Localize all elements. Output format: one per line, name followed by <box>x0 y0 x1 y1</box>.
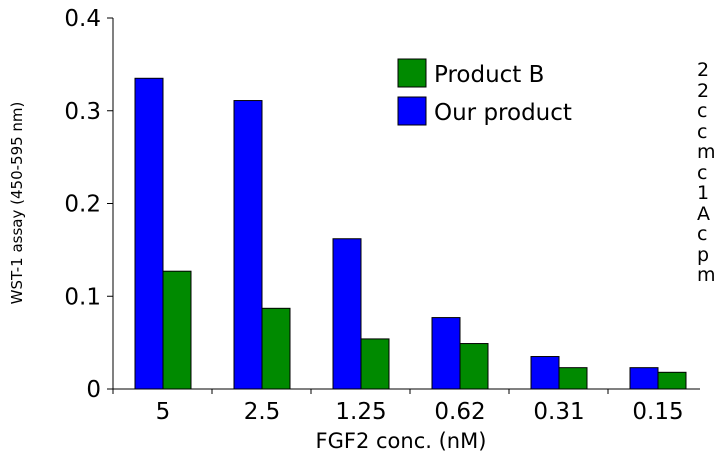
x-tick-label: 0.15 <box>632 399 683 425</box>
side-text-line: A <box>697 202 710 225</box>
side-text-line: 1 <box>697 182 710 204</box>
x-axis-ticks: 5 2.5 1.25 0.62 0.31 0.15 <box>112 389 684 425</box>
side-text-line: m <box>697 141 716 163</box>
y-axis-ticks: 0 0.1 0.2 0.3 0.4 <box>64 6 113 403</box>
bar-our-product-5 <box>134 77 164 390</box>
x-tick-label: 0.62 <box>434 399 485 425</box>
bar-product-b-2.5 <box>261 307 291 390</box>
legend-label-product-b: Product B <box>434 62 544 88</box>
x-tick-label: 0.31 <box>533 399 584 425</box>
side-text-line: 2 <box>697 60 710 81</box>
x-tick-label: 1.25 <box>335 399 386 425</box>
side-text-line: c <box>697 100 708 122</box>
bar-our-product-2.5 <box>233 100 263 390</box>
bar-our-product-0.15 <box>629 367 659 390</box>
side-text-line: c <box>697 223 708 245</box>
y-tick-label: 0.3 <box>64 99 101 125</box>
bar-our-product-1.25 <box>332 238 362 390</box>
x-tick-label: 2.5 <box>244 399 281 425</box>
legend-label-our-product: Our product <box>434 100 572 126</box>
side-text-line: p <box>697 243 710 266</box>
bar-our-product-0.31 <box>530 356 560 390</box>
y-tick-label: 0.2 <box>64 192 101 218</box>
x-axis-label: FGF2 conc. (nM) <box>316 429 487 453</box>
side-text-line: c <box>697 120 708 143</box>
side-text-line: c <box>697 161 708 184</box>
x-tick-label: 5 <box>156 399 171 425</box>
y-tick-label: 0.4 <box>64 6 101 32</box>
side-text-line: 2 <box>697 79 710 102</box>
y-tick-label: 0.1 <box>64 284 101 310</box>
bar-product-b-0.62 <box>459 343 489 390</box>
bar-our-product-0.62 <box>431 317 461 390</box>
bars-layer <box>134 77 687 390</box>
y-axis-label: WST-1 assay (450-595 nm) <box>8 102 26 305</box>
y-tick-label: 0 <box>86 377 101 403</box>
side-text-line: m <box>697 264 716 286</box>
legend-swatch-product-b <box>397 58 427 88</box>
bar-product-b-0.15 <box>657 371 687 390</box>
legend-swatch-our-product <box>397 96 427 126</box>
bar-product-b-0.31 <box>558 367 588 390</box>
bar-product-b-5 <box>162 270 192 390</box>
bar-product-b-1.25 <box>360 338 390 390</box>
legend: Product B Our product <box>397 58 572 126</box>
